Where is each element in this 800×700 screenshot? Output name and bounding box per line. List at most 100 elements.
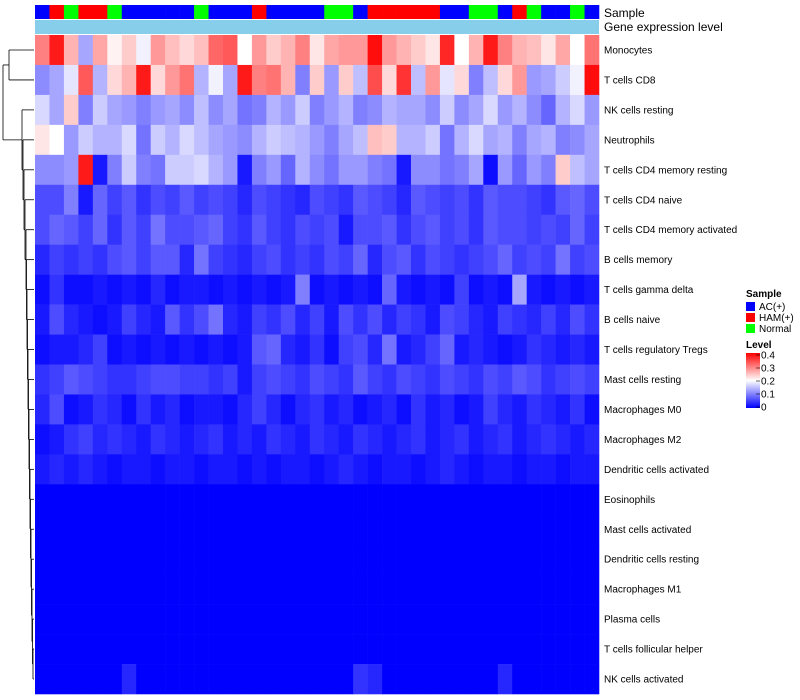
heatmap-cell — [35, 604, 50, 635]
heatmap-cell — [295, 334, 311, 365]
heatmap-cell — [208, 664, 224, 695]
sample-annotation-cell — [136, 5, 151, 19]
heatmap-cell — [468, 94, 484, 126]
heatmap-cell — [439, 274, 455, 305]
heatmap-cell — [541, 604, 556, 635]
heatmap-cell — [208, 364, 224, 395]
heatmap-cell — [280, 454, 296, 485]
heatmap-cell — [136, 64, 151, 96]
heatmap-cell — [353, 484, 368, 515]
heatmap-cell — [382, 154, 397, 186]
sample-annotation-cell — [584, 5, 600, 19]
heatmap-cell — [121, 574, 137, 605]
row-label: Dendritic cells activated — [604, 465, 709, 476]
heatmap-cell — [150, 664, 166, 695]
heatmap-cell — [382, 394, 397, 425]
heatmap-cell — [425, 154, 441, 186]
heatmap-cell — [396, 364, 412, 395]
heatmap-cell — [237, 394, 253, 425]
heatmap-cell — [411, 274, 426, 305]
heatmap-cell — [526, 364, 542, 395]
sample-annotation-cell — [541, 5, 556, 19]
heatmap-cell — [280, 214, 296, 245]
heatmap-cell — [425, 394, 441, 425]
heatmap-cell — [555, 35, 571, 66]
heatmap-cell — [237, 454, 253, 485]
heatmap-cell — [512, 154, 527, 186]
heatmap-cell — [584, 484, 600, 515]
sample-annotation-cell — [223, 5, 238, 19]
heatmap-cell — [425, 634, 441, 665]
heatmap-cell — [353, 35, 368, 66]
heatmap-cell — [251, 574, 267, 605]
heatmap-cell — [526, 184, 542, 216]
heatmap-cell — [309, 35, 325, 66]
heatmap-cell — [324, 394, 339, 425]
heatmap-cell — [439, 364, 455, 395]
sample-annotation-cell — [324, 5, 339, 19]
heatmap-cell — [411, 244, 426, 275]
heatmap-cell — [136, 604, 151, 635]
heatmap-cell — [526, 334, 542, 365]
row-label: T cells CD8 — [604, 75, 656, 86]
heatmap-cell — [251, 244, 267, 275]
heatmap-cell — [324, 574, 339, 605]
sample-annotation-cell — [353, 5, 368, 19]
heatmap-cell — [584, 304, 600, 335]
heatmap-cell — [367, 244, 383, 275]
heatmap-cell — [280, 184, 296, 216]
sample-annotation-cell — [107, 5, 123, 19]
heatmap-cell — [266, 304, 282, 335]
heatmap-cell — [324, 244, 339, 275]
heatmap-cell — [526, 94, 542, 126]
heatmap-cell — [165, 424, 180, 455]
heatmap-cell — [411, 574, 426, 605]
heatmap-cell — [266, 634, 282, 665]
heatmap-cell — [136, 214, 151, 245]
sample-annotation-cell — [78, 5, 94, 19]
heatmap-cell — [570, 514, 585, 545]
heatmap-cell — [570, 35, 585, 66]
heatmap-cell — [454, 664, 470, 695]
heatmap-cell — [497, 214, 513, 245]
heatmap-cell — [165, 35, 180, 66]
heatmap-cell — [194, 664, 209, 695]
heatmap-cell — [92, 394, 108, 425]
heatmap-cell — [208, 214, 224, 245]
heatmap-cell — [35, 664, 50, 695]
heatmap-cell — [92, 154, 108, 186]
heatmap-cell — [136, 154, 151, 186]
heatmap-cell — [165, 454, 180, 485]
heatmap-cell — [411, 94, 426, 126]
heatmap-cell — [541, 94, 556, 126]
heatmap-cell — [555, 214, 571, 245]
heatmap-cell — [338, 184, 354, 216]
heatmap-cell — [439, 544, 455, 575]
heatmap-cell — [526, 274, 542, 305]
heatmap-cell — [367, 514, 383, 545]
heatmap-cell — [367, 184, 383, 216]
heatmap-cell — [266, 424, 282, 455]
heatmap-cell — [295, 484, 311, 515]
heatmap-cell — [439, 94, 455, 126]
row-label: Monocytes — [604, 45, 652, 56]
heatmap-cell — [208, 154, 224, 186]
heatmap-cell — [165, 394, 180, 425]
gene-expression-annotation-label: Gene expression level — [604, 20, 723, 34]
heatmap-cell — [541, 424, 556, 455]
heatmap-cell — [324, 634, 339, 665]
heatmap-cell — [541, 364, 556, 395]
heatmap-cell — [338, 544, 354, 575]
heatmap-cell — [208, 394, 224, 425]
heatmap-cell — [136, 634, 151, 665]
heatmap-cell — [194, 424, 209, 455]
heatmap-cell — [35, 124, 50, 156]
heatmap-cell — [280, 154, 296, 186]
heatmap-cell — [338, 214, 354, 245]
heatmap-cell — [353, 184, 368, 216]
row-label: Mast cells resting — [604, 375, 681, 386]
heatmap-cell — [584, 454, 600, 485]
sample-annotation-cell — [382, 5, 397, 19]
heatmap-cell — [49, 184, 65, 216]
heatmap-cell — [425, 484, 441, 515]
